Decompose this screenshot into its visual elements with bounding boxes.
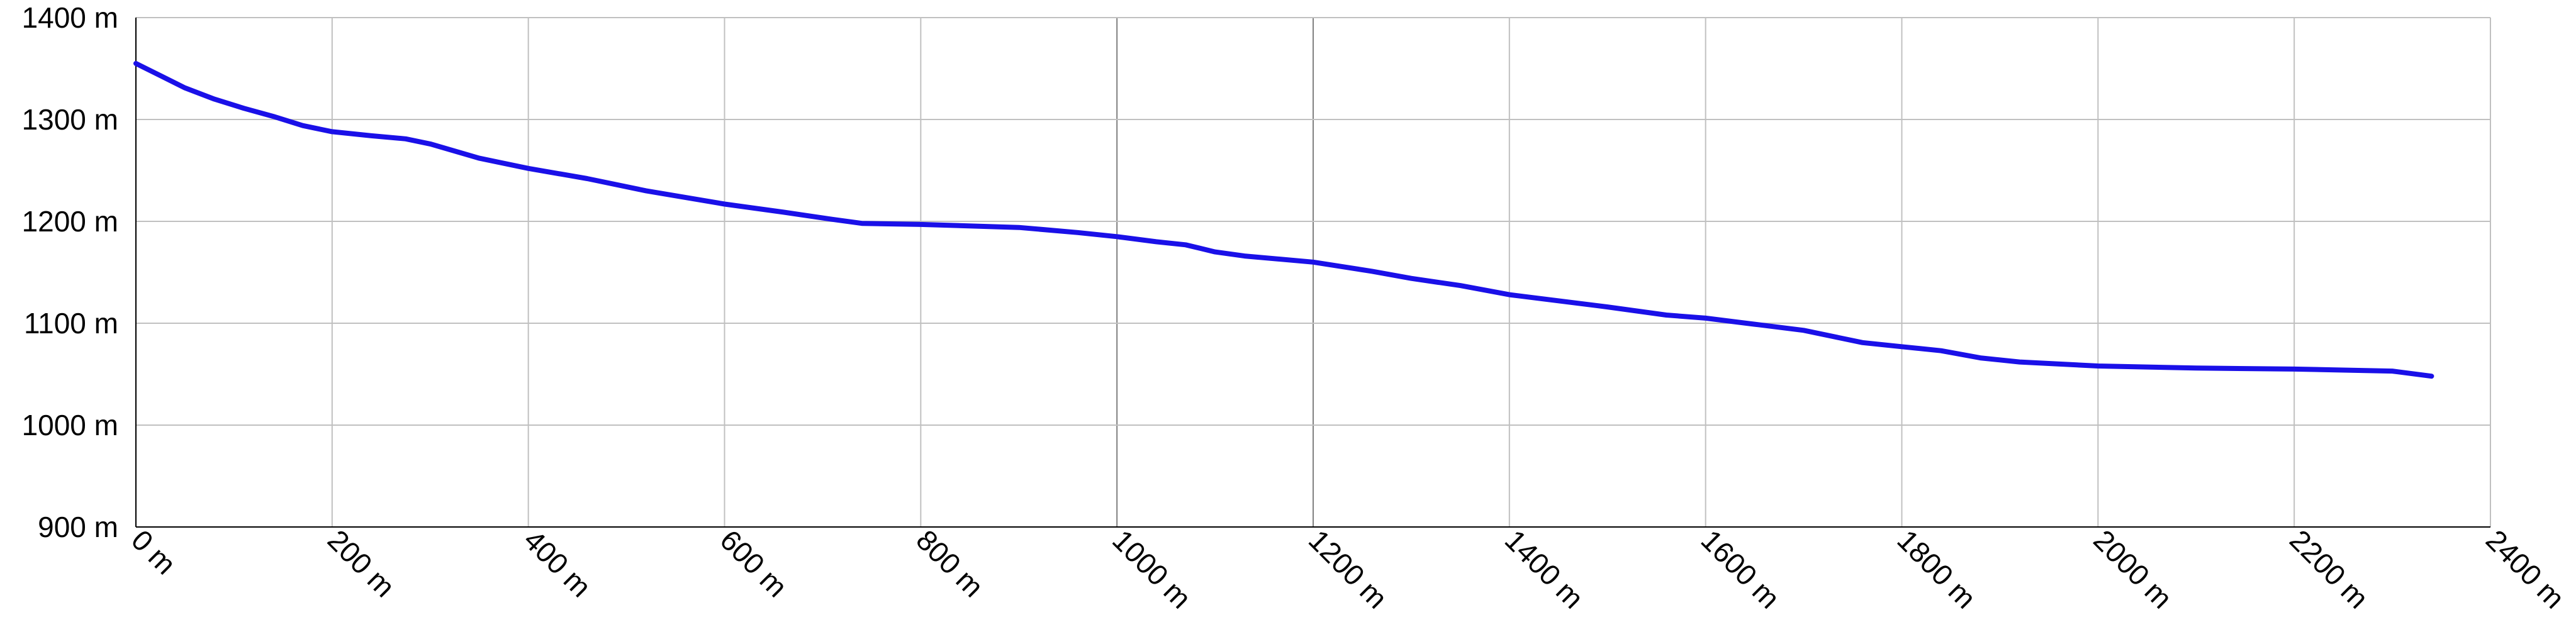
elevation-line [133, 60, 2434, 379]
y-tick-label: 1300 m [22, 103, 118, 136]
x-tick-labels: 0 m 200 m 400 m 600 m 800 m 1000 m 1200 m 1400 … [125, 523, 2571, 614]
series-layer [133, 60, 2434, 379]
y-tick-label: 900 m [38, 511, 118, 543]
x-tick-label: 2400 m [2480, 523, 2571, 614]
x-tick-label: 1400 m [1499, 523, 1590, 614]
x-tick-label: 800 m [910, 523, 990, 603]
x-tick-label: 1600 m [1695, 523, 1786, 614]
y-tick-label: 1400 m [22, 1, 118, 34]
x-tick-label: 2000 m [2087, 523, 2178, 614]
y-tick-label: 1100 m [24, 307, 118, 340]
x-tick-label: 1000 m [1106, 523, 1197, 614]
x-tick-label: 1800 m [1891, 523, 1982, 614]
y-tick-label: 1000 m [22, 409, 118, 441]
x-tick-label: 400 m [518, 523, 598, 603]
x-tick-label: 0 m [125, 523, 182, 580]
y-tick-labels: 900 m 1000 m 1100 m 1200 m 1300 m 1400 m [22, 1, 118, 543]
axes [135, 18, 2490, 528]
x-tick-label: 600 m [714, 523, 793, 603]
x-tick-label: 1200 m [1302, 523, 1394, 614]
x-tick-label: 2200 m [2283, 523, 2375, 614]
x-tick-label: 200 m [322, 523, 401, 603]
y-tick-label: 1200 m [22, 205, 118, 238]
grid-lines [135, 17, 2491, 528]
